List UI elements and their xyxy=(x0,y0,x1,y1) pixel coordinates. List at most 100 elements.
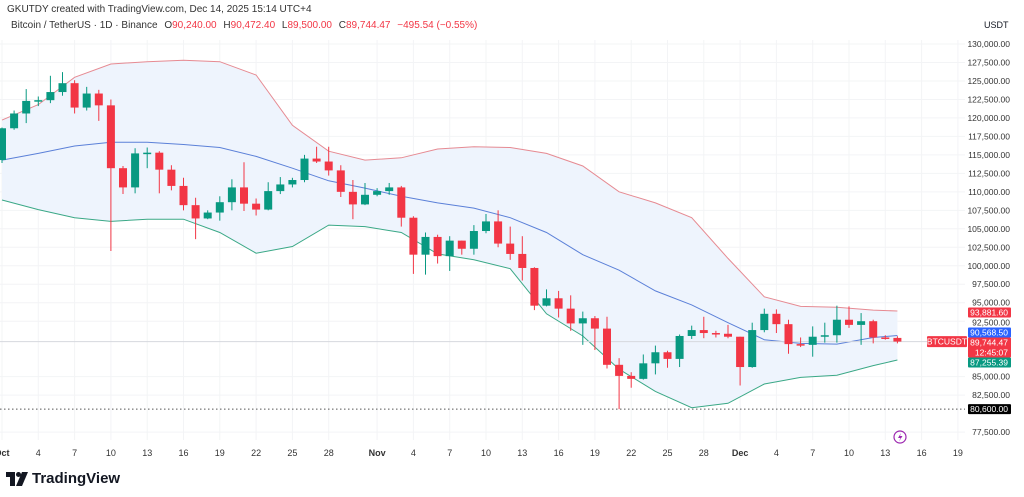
y-tick-label: 122,500.00 xyxy=(967,94,1010,104)
candle-oct-20 xyxy=(227,179,236,211)
price-axis[interactable]: 130,000.00 127,500.00 125,000.00 122,500.00… xyxy=(967,39,1010,437)
x-tick-label: 10 xyxy=(481,448,491,458)
candle-oct-4 xyxy=(34,96,43,107)
candle-oct-23 xyxy=(264,182,273,211)
candle-body xyxy=(506,243,515,254)
candle-dec-9 xyxy=(832,305,841,343)
candle-body xyxy=(687,330,696,336)
candle-oct-22 xyxy=(252,198,261,216)
x-tick-label: 19 xyxy=(953,448,963,458)
candle-oct-9 xyxy=(94,89,103,121)
y-tick-label: 95,000.00 xyxy=(972,298,1010,308)
candle-nov-12 xyxy=(506,226,515,260)
candle-body xyxy=(627,375,636,379)
candle-body xyxy=(615,364,624,376)
y-tick-label: 85,000.00 xyxy=(972,372,1010,382)
y-tick-label: 92,500.00 xyxy=(972,318,1010,328)
candle-oct-17 xyxy=(191,197,200,240)
bollinger-upper-line xyxy=(1,59,898,312)
tradingview-logo[interactable]: TradingView xyxy=(6,470,120,487)
candle-body xyxy=(119,168,127,188)
x-tick-label: 13 xyxy=(880,448,890,458)
x-tick-label: 16 xyxy=(178,448,188,458)
candle-nov-23 xyxy=(639,354,648,380)
candle-nov-20 xyxy=(603,316,611,369)
x-tick-label: Nov xyxy=(369,448,386,458)
candle-dec-3 xyxy=(760,308,769,333)
candle-body xyxy=(312,158,321,162)
change-value: −495.54 (−0.55%) xyxy=(397,20,478,31)
candle-dec-10 xyxy=(845,306,853,328)
candle-body xyxy=(143,152,152,155)
candle-oct-29 xyxy=(336,165,345,198)
candle-nov-15 xyxy=(542,289,551,307)
candle-nov-17 xyxy=(566,295,575,331)
symbol-name[interactable]: Bitcoin / TetherUS · 1D · Binance xyxy=(11,20,158,31)
candle-nov-19 xyxy=(590,316,599,351)
candle-dec-12 xyxy=(869,319,878,344)
candle-nov-14 xyxy=(530,267,539,311)
candle-body xyxy=(300,158,309,181)
candle-oct-1 xyxy=(0,127,6,164)
candle-body xyxy=(603,328,611,365)
high-label: H xyxy=(223,20,231,31)
candle-body xyxy=(530,267,539,306)
y-tick-label: 117,500.00 xyxy=(968,131,1010,141)
candle-body xyxy=(227,187,236,203)
x-tick-label: 4 xyxy=(36,448,41,458)
x-tick-label: 22 xyxy=(626,448,636,458)
candle-body xyxy=(724,333,732,337)
lightning-icon[interactable] xyxy=(893,430,907,444)
candle-oct-8 xyxy=(82,86,91,111)
y-tick-label: 112,500.00 xyxy=(968,168,1010,178)
candle-body xyxy=(10,113,19,129)
candle-nov-21 xyxy=(615,358,624,410)
candle-nov-29 xyxy=(711,330,720,338)
candle-dec-14 xyxy=(893,336,902,344)
candle-body xyxy=(445,240,454,257)
x-tick-label: 28 xyxy=(699,448,709,458)
candle-body xyxy=(361,194,369,205)
candle-oct-13 xyxy=(143,147,152,169)
time-axis[interactable]: Oct 4 7 10 13 16 19 22 25 28 Nov 4 7 10 13 16 19 22 25 28 De… xyxy=(0,448,963,458)
x-tick-label: 7 xyxy=(447,448,452,458)
close-value: 89,744.47 xyxy=(346,20,391,31)
tradingview-logo-icon xyxy=(6,471,28,486)
candle-body xyxy=(881,337,890,339)
candle-body xyxy=(203,212,212,219)
candle-body xyxy=(820,335,829,337)
candle-nov-10 xyxy=(482,214,490,234)
candle-oct-19 xyxy=(215,196,224,221)
candle-body xyxy=(542,298,551,306)
low-price-label-bg xyxy=(968,404,1011,415)
y-tick-label: 97,500.00 xyxy=(972,279,1010,289)
candle-nov-3 xyxy=(397,185,406,227)
candle-nov-5 xyxy=(421,232,430,275)
candle-body xyxy=(566,308,575,324)
candle-oct-26 xyxy=(300,154,309,183)
x-tick-label: 25 xyxy=(662,448,672,458)
candle-body xyxy=(252,203,261,210)
candle-oct-28 xyxy=(324,146,333,176)
candle-nov-16 xyxy=(554,290,563,318)
candle-oct-15 xyxy=(167,165,176,191)
candle-body xyxy=(46,92,55,101)
candle-dec-2 xyxy=(748,322,757,368)
y-tick-label: 120,000.00 xyxy=(967,113,1010,123)
x-tick-label: 10 xyxy=(106,448,116,458)
candle-oct-7 xyxy=(70,80,79,114)
candle-body xyxy=(240,187,248,204)
candle-body xyxy=(893,337,902,342)
x-tick-label: 4 xyxy=(411,448,416,458)
candle-body xyxy=(324,161,333,171)
candle-body xyxy=(106,105,115,169)
x-tick-label: 19 xyxy=(215,448,225,458)
candle-body xyxy=(191,205,200,219)
candle-nov-8 xyxy=(457,240,466,255)
candle-body xyxy=(772,313,781,325)
open-value: 90,240.00 xyxy=(172,20,217,31)
candle-body xyxy=(288,180,297,185)
candle-body xyxy=(711,333,720,335)
candle-body xyxy=(34,100,43,102)
